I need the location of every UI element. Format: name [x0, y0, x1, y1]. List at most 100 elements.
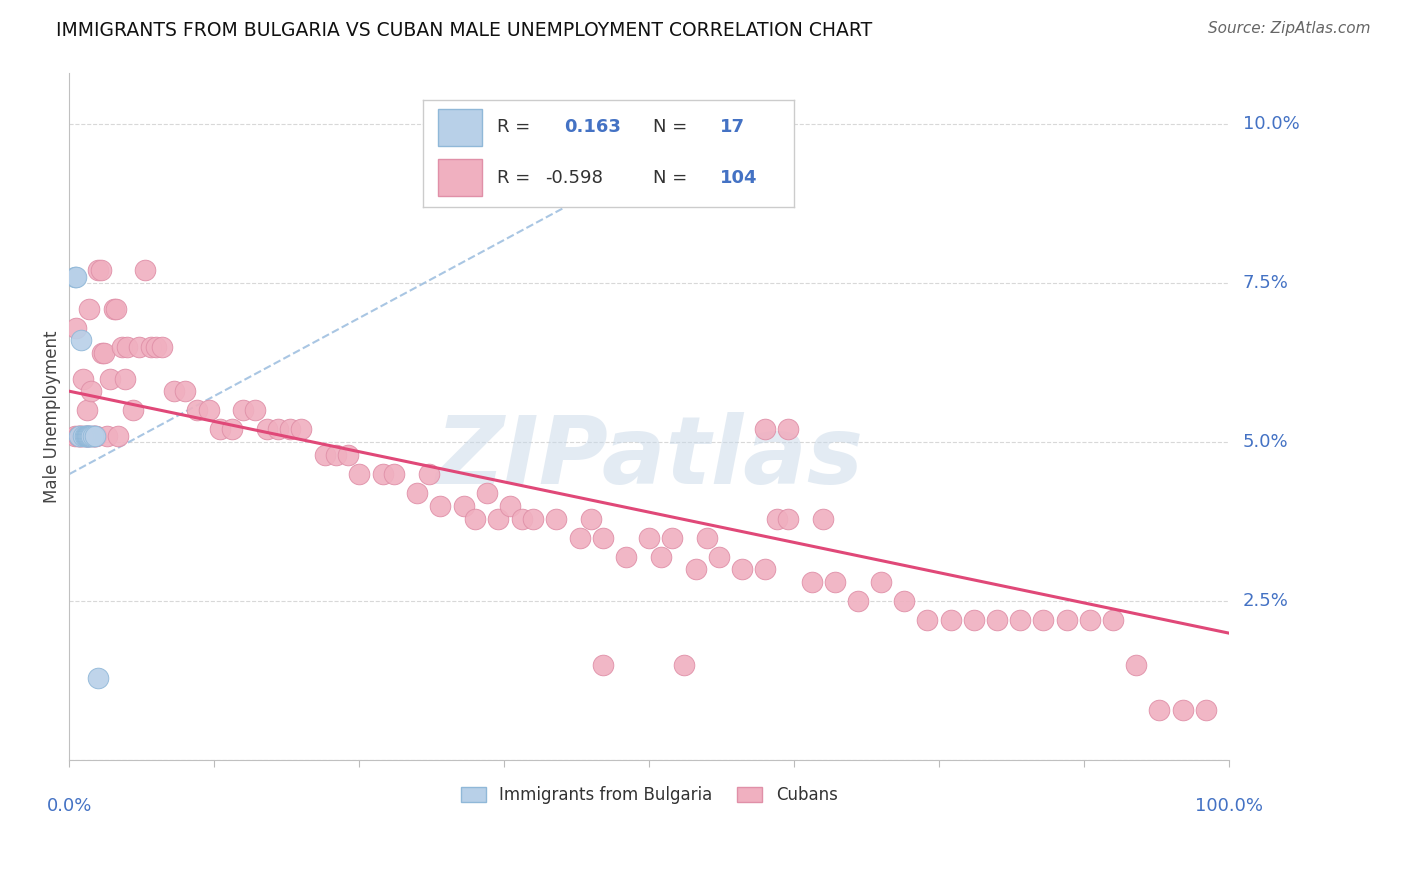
Point	[77, 429, 100, 443]
Point	[90, 263, 112, 277]
Point	[72, 429, 94, 443]
Text: ZIPatlas: ZIPatlas	[434, 412, 863, 504]
Point	[75, 429, 97, 443]
Point	[76, 429, 98, 443]
Point	[128, 340, 150, 354]
Point	[72, 371, 94, 385]
Point	[232, 403, 254, 417]
Point	[69, 429, 91, 443]
Point	[256, 422, 278, 436]
Point	[87, 263, 110, 277]
Point	[104, 301, 127, 316]
Point	[811, 511, 834, 525]
Point	[464, 511, 486, 525]
Point	[111, 340, 134, 354]
Point	[117, 340, 139, 354]
Point	[77, 301, 100, 316]
Point	[65, 320, 87, 334]
Point	[79, 429, 101, 443]
Point	[67, 429, 90, 443]
Point	[70, 334, 93, 348]
Point	[963, 614, 986, 628]
Point	[139, 340, 162, 354]
Point	[76, 403, 98, 417]
Point	[221, 422, 243, 436]
Point	[77, 429, 100, 443]
Point	[939, 614, 962, 628]
Point	[65, 269, 87, 284]
Point	[1149, 702, 1171, 716]
Point	[70, 429, 93, 443]
Point	[1125, 657, 1147, 672]
Point	[90, 346, 112, 360]
Point	[186, 403, 208, 417]
Point	[83, 429, 105, 443]
Point	[76, 429, 98, 443]
Point	[114, 371, 136, 385]
Point	[150, 340, 173, 354]
Point	[731, 562, 754, 576]
Text: 10.0%: 10.0%	[1243, 115, 1299, 133]
Point	[145, 340, 167, 354]
Point	[824, 575, 846, 590]
Point	[986, 614, 1008, 628]
Point	[76, 429, 98, 443]
Point	[314, 448, 336, 462]
Text: IMMIGRANTS FROM BULGARIA VS CUBAN MALE UNEMPLOYMENT CORRELATION CHART: IMMIGRANTS FROM BULGARIA VS CUBAN MALE U…	[56, 21, 873, 40]
Text: 0.0%: 0.0%	[46, 797, 93, 814]
Point	[453, 499, 475, 513]
Point	[82, 429, 104, 443]
Point	[87, 671, 110, 685]
Text: 2.5%: 2.5%	[1243, 592, 1289, 610]
Point	[475, 486, 498, 500]
Point	[66, 429, 89, 443]
Point	[96, 429, 118, 443]
Point	[499, 499, 522, 513]
Point	[82, 429, 104, 443]
Point	[197, 403, 219, 417]
Point	[325, 448, 347, 462]
Point	[65, 429, 87, 443]
Point	[163, 384, 186, 399]
Text: 5.0%: 5.0%	[1243, 434, 1288, 451]
Y-axis label: Male Unemployment: Male Unemployment	[44, 330, 60, 503]
Point	[1032, 614, 1054, 628]
Point	[778, 422, 800, 436]
Point	[800, 575, 823, 590]
Text: 100.0%: 100.0%	[1195, 797, 1263, 814]
Point	[754, 562, 776, 576]
Point	[75, 429, 97, 443]
Point	[70, 429, 93, 443]
Point	[893, 594, 915, 608]
Point	[614, 549, 637, 564]
Point	[917, 614, 939, 628]
Point	[84, 429, 107, 443]
Point	[846, 594, 869, 608]
Text: Source: ZipAtlas.com: Source: ZipAtlas.com	[1208, 21, 1371, 37]
Point	[103, 301, 125, 316]
Point	[80, 384, 103, 399]
Point	[581, 511, 603, 525]
Point	[696, 531, 718, 545]
Point	[406, 486, 429, 500]
Point	[546, 511, 568, 525]
Point	[84, 429, 107, 443]
Point	[754, 422, 776, 436]
Point	[209, 422, 232, 436]
Point	[1010, 614, 1032, 628]
Point	[93, 346, 115, 360]
Point	[1078, 614, 1101, 628]
Point	[65, 269, 87, 284]
Point	[418, 467, 440, 481]
Point	[107, 429, 129, 443]
Point	[349, 467, 371, 481]
Point	[382, 467, 405, 481]
Point	[672, 657, 695, 672]
Point	[661, 531, 683, 545]
Point	[243, 403, 266, 417]
Point	[638, 531, 661, 545]
Point	[98, 371, 121, 385]
Point	[267, 422, 290, 436]
Point	[371, 467, 394, 481]
Point	[122, 403, 145, 417]
